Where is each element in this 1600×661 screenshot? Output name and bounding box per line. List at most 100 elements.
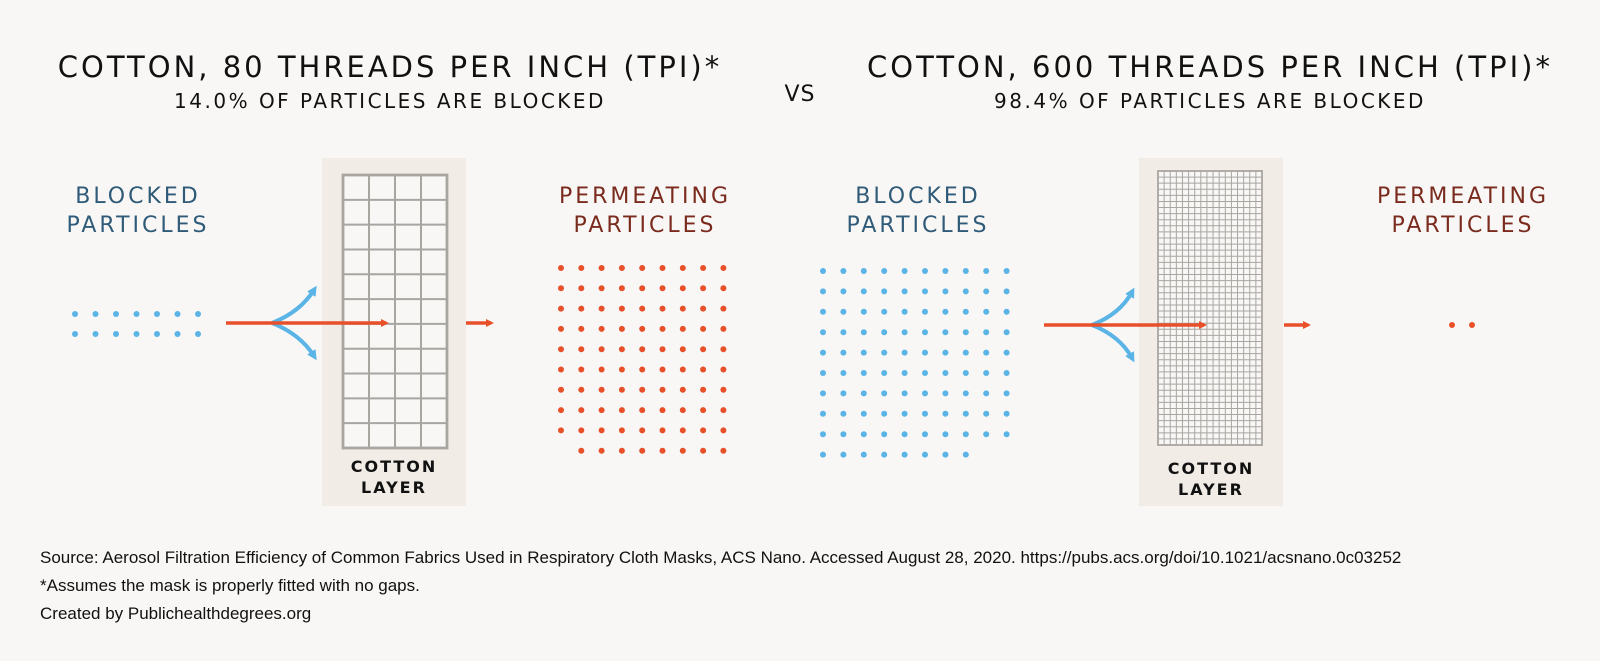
blocked-particle — [983, 410, 990, 417]
blocked-particle — [901, 370, 908, 376]
permeating-particle — [720, 265, 727, 271]
blocked-particle — [962, 410, 969, 417]
permeating-particle — [598, 265, 605, 271]
permeating-particle — [700, 386, 707, 393]
blocked-particle — [901, 329, 908, 336]
permeating-particle — [578, 447, 585, 454]
blocked-particle — [840, 390, 847, 397]
blocked-particle — [840, 451, 847, 458]
blocked-particle — [881, 329, 888, 336]
blocked-particle — [1003, 390, 1010, 397]
blocked-particle — [881, 288, 888, 295]
blocked-particle — [840, 308, 847, 315]
permeating-particle — [700, 366, 707, 373]
permeating-particle — [1469, 322, 1475, 328]
blocked-particle — [922, 349, 928, 356]
permeating-particle — [720, 407, 727, 414]
blocked-particle — [860, 308, 867, 315]
permeating-particle — [700, 285, 707, 292]
blocked-particle — [901, 410, 908, 417]
permeating-particle — [578, 346, 585, 353]
permeating-particle — [639, 305, 646, 312]
right-layer-label-line1: COTTON — [1167, 459, 1255, 478]
right-deflect-down-arrow — [1091, 323, 1135, 363]
blocked-particle — [860, 431, 867, 438]
permeating-particle — [578, 265, 585, 271]
permeating-particle — [578, 305, 585, 312]
blocked-particle — [983, 329, 990, 336]
blocked-particle — [881, 451, 888, 458]
permeating-particle — [598, 305, 605, 312]
permeating-particle — [679, 346, 686, 353]
blocked-particle — [881, 370, 888, 376]
permeating-particle — [578, 325, 585, 332]
permeating-particle — [1449, 322, 1455, 328]
permeating-particle — [679, 325, 686, 332]
permeating-particle — [618, 427, 625, 434]
blocked-particle — [1003, 370, 1010, 376]
blocked-particle — [922, 308, 928, 315]
blocked-particle — [922, 329, 928, 336]
blocked-particle — [1003, 410, 1010, 417]
blocked-particle — [983, 370, 990, 376]
blocked-particle — [1003, 431, 1010, 438]
permeating-particle — [558, 386, 564, 393]
blocked-particle — [942, 329, 949, 336]
blocked-particle — [901, 451, 908, 458]
permeating-particle — [700, 427, 707, 434]
blocked-particle — [174, 331, 181, 337]
blocked-particle — [942, 268, 949, 274]
blocked-particle — [133, 331, 140, 337]
permeating-particle — [618, 447, 625, 454]
right-panel-title: COTTON, 600 THREADS PER INCH (TPI)* — [867, 50, 1553, 84]
blocked-particle — [1003, 308, 1010, 315]
permeating-particle — [578, 366, 585, 373]
blocked-particle — [983, 390, 990, 397]
permeating-particle — [659, 346, 666, 353]
blocked-particle — [901, 431, 908, 438]
permeating-particle — [618, 346, 625, 353]
blocked-particle — [840, 288, 847, 295]
permeating-particle — [720, 447, 727, 454]
mesh-frame — [1157, 170, 1263, 446]
blocked-particle — [881, 431, 888, 438]
vs-label: VS — [784, 82, 816, 107]
left-deflect-down-arrow — [271, 321, 317, 361]
blocked-particle — [840, 370, 847, 376]
permeating-particle — [700, 447, 707, 454]
permeating-particle — [659, 366, 666, 373]
blocked-particle — [113, 331, 119, 337]
blocked-particle — [72, 311, 78, 317]
blocked-particle — [860, 329, 867, 336]
source-text: Source: Aerosol Filtration Efficiency of… — [40, 548, 1402, 567]
blocked-particle — [72, 331, 78, 337]
left-mesh-grid — [341, 173, 449, 450]
blocked-particle — [922, 370, 928, 376]
blocked-particle — [1003, 268, 1010, 274]
left-panel-subtitle: 14.0% OF PARTICLES ARE BLOCKED — [174, 89, 606, 113]
blocked-particle — [881, 308, 888, 315]
permeating-particle — [720, 427, 727, 434]
permeating-particle — [598, 325, 605, 332]
right-deflect-up-arrow — [1091, 287, 1135, 327]
blocked-particle — [840, 268, 847, 274]
blocked-particle — [922, 268, 928, 274]
blocked-particle — [942, 288, 949, 295]
blocked-particle — [860, 410, 867, 417]
blocked-particle — [962, 390, 969, 397]
blocked-particle — [962, 349, 969, 356]
permeating-particle — [720, 305, 727, 312]
blocked-particle — [1003, 329, 1010, 336]
permeating-particle — [558, 407, 564, 414]
permeating-particle — [618, 325, 625, 332]
blocked-particle — [820, 349, 826, 356]
blocked-particle — [1003, 288, 1010, 295]
permeating-particle — [578, 386, 585, 393]
blocked-particle — [901, 308, 908, 315]
blocked-particle — [962, 268, 969, 274]
blocked-particle — [860, 268, 867, 274]
right-blocked-label: BLOCKED PARTICLES — [846, 184, 990, 238]
blocked-particle — [820, 390, 826, 397]
left-panel-title: COTTON, 80 THREADS PER INCH (TPI)* — [57, 50, 723, 84]
blocked-particle — [962, 288, 969, 295]
